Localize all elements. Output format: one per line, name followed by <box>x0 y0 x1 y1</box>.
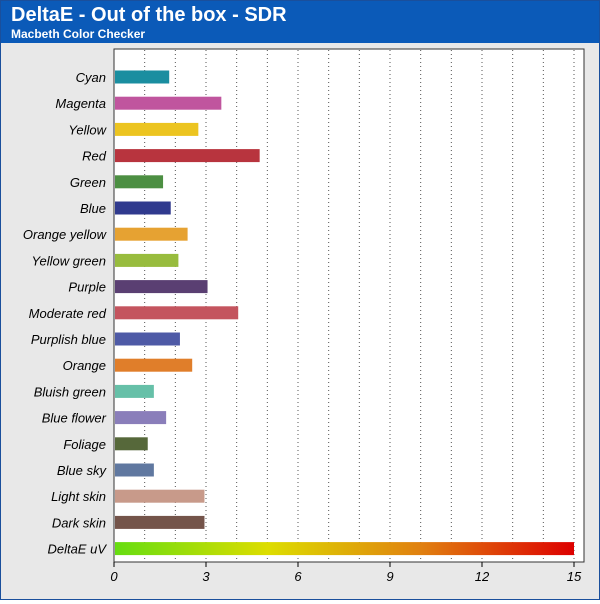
category-label: Purple <box>68 280 106 295</box>
chart-title: DeltaE - Out of the box - SDR <box>11 4 287 26</box>
category-label: Orange <box>63 358 106 373</box>
bar-deltae-uv <box>115 542 574 556</box>
bar-yellow-green <box>115 253 179 267</box>
category-label: Bluish green <box>34 384 106 399</box>
category-label: Light skin <box>51 489 106 504</box>
bar-dark-skin <box>115 515 205 529</box>
chart-header: DeltaE - Out of the box - SDR Macbeth Co… <box>1 1 599 43</box>
category-label: Orange yellow <box>23 227 108 242</box>
x-tick-label: 6 <box>294 569 302 584</box>
bar-light-skin <box>115 489 205 503</box>
category-label: Cyan <box>76 70 106 85</box>
bar-orange-yellow <box>115 227 188 241</box>
category-label: Red <box>82 149 107 164</box>
bar-green <box>115 175 164 189</box>
bar-blue <box>115 201 171 215</box>
category-label: Purplish blue <box>31 332 106 347</box>
bar-bluish-green <box>115 384 154 398</box>
bar-orange <box>115 358 193 372</box>
category-label: Dark skin <box>52 515 106 530</box>
bar-yellow <box>115 122 199 136</box>
category-label: Blue <box>80 201 106 216</box>
x-tick-label: 15 <box>567 569 582 584</box>
bar-chart: Cyan Magenta Yellow Red Green Blue Orange yell… <box>23 48 585 584</box>
category-label: DeltaE uV <box>47 542 107 557</box>
bar-foliage <box>115 437 148 451</box>
bar-purplish-blue <box>115 332 180 346</box>
bar-red <box>115 149 260 163</box>
bar-cyan <box>115 70 170 84</box>
bar-blue-sky <box>115 463 154 477</box>
bar-blue-flower <box>115 411 167 425</box>
x-tick-label: 12 <box>475 569 490 584</box>
category-label: Yellow green <box>32 253 106 268</box>
bar-moderate-red <box>115 306 239 320</box>
x-tick-label: 9 <box>386 569 393 584</box>
x-tick-label: 0 <box>110 569 118 584</box>
category-label: Magenta <box>55 96 106 111</box>
category-label: Yellow <box>68 122 107 137</box>
category-label: Blue sky <box>57 463 108 478</box>
category-label: Foliage <box>63 437 106 452</box>
category-label: Moderate red <box>29 306 107 321</box>
bar-purple <box>115 280 208 294</box>
x-tick-label: 3 <box>202 569 210 584</box>
bar-magenta <box>115 96 222 110</box>
category-label: Blue flower <box>42 411 107 426</box>
plot-region: Cyan Magenta Yellow Red Green Blue Orange yell… <box>1 43 599 599</box>
category-label: Green <box>70 175 106 190</box>
chart-subtitle: Macbeth Color Checker <box>11 27 146 41</box>
